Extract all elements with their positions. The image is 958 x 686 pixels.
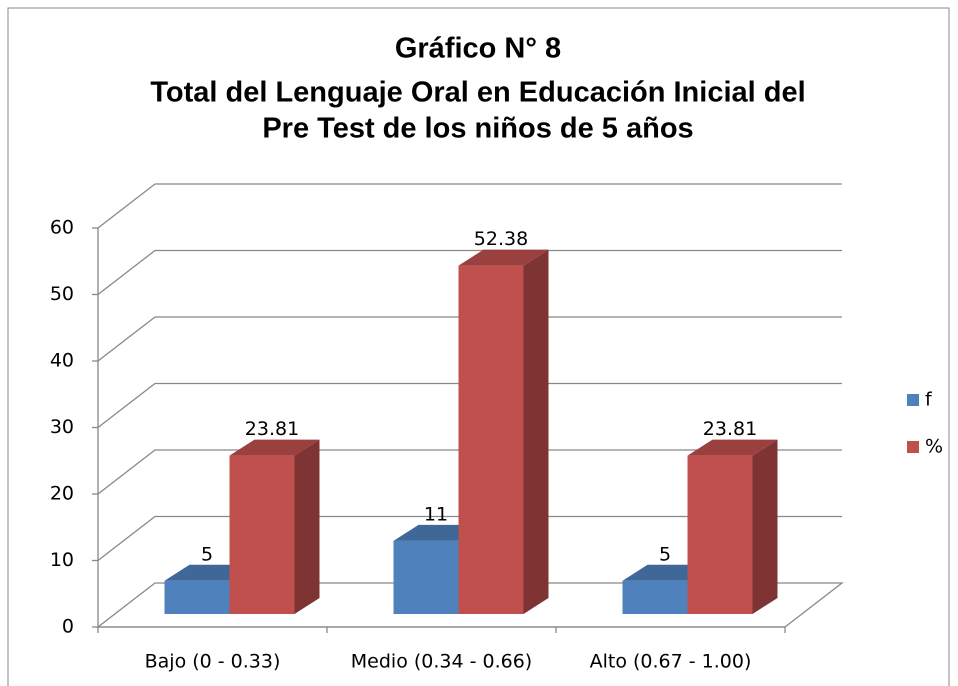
bar-side <box>294 439 320 614</box>
bar-front <box>687 455 753 614</box>
bar-front <box>458 265 524 614</box>
value-label: 23.81 <box>703 418 757 440</box>
value-label: 52.38 <box>474 228 528 250</box>
y-tick-label: 30 <box>50 416 74 438</box>
y-tick-label: 0 <box>62 616 74 638</box>
bar-side <box>752 439 778 614</box>
y-tick-label: 40 <box>50 350 74 372</box>
bar-top <box>229 439 320 456</box>
bar-front <box>164 580 230 614</box>
y-tick-label: 20 <box>50 483 74 505</box>
bar-side <box>523 249 549 614</box>
grid-line <box>97 449 842 495</box>
value-label: 5 <box>201 543 213 565</box>
value-label: 23.81 <box>245 418 299 440</box>
chart-title: Gráfico N° 8 <box>395 33 561 65</box>
chart-title: Total del Lenguaje Oral en Educación Ini… <box>150 77 805 109</box>
grid-line <box>97 515 842 562</box>
x-tick-label: Medio (0.34 - 0.66) <box>351 651 532 673</box>
x-tick-label: Alto (0.67 - 1.00) <box>590 651 752 673</box>
bar-front <box>229 455 295 614</box>
bar-top <box>458 249 549 266</box>
x-tick-label: Bajo (0 - 0.33) <box>145 651 281 673</box>
grid-line <box>97 382 842 429</box>
value-label: 11 <box>424 503 448 525</box>
grid-line <box>97 249 842 296</box>
chart-title: Pre Test de los niños de 5 años <box>262 113 693 145</box>
bar-front <box>393 540 459 614</box>
y-tick-label: 60 <box>50 217 74 239</box>
grid-line <box>97 316 842 362</box>
legend-label: % <box>925 436 943 458</box>
legend-swatch <box>907 394 919 406</box>
bar-front <box>622 580 688 614</box>
bar-top <box>687 439 778 456</box>
grid-line <box>97 183 842 229</box>
legend-swatch <box>907 441 919 453</box>
y-tick-label: 50 <box>50 283 74 305</box>
y-tick-label: 10 <box>50 549 74 571</box>
legend-label: f <box>925 389 933 411</box>
value-label: 5 <box>659 543 671 565</box>
